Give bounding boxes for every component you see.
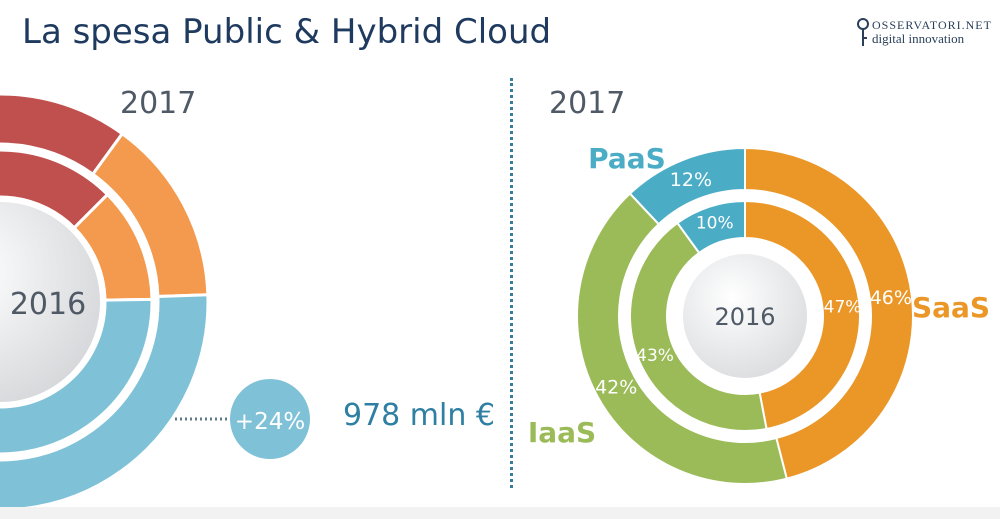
legend-label-iaas: IaaS: [528, 416, 596, 449]
legend-label-saas: SaaS: [912, 291, 990, 324]
right-ring-2017-iaas-value: 42%: [595, 376, 637, 398]
left-outer-blue-segment: [0, 293, 210, 512]
location-pin-icon: [857, 18, 869, 46]
osservatori-logo: OSSERVATORI.NET digital innovation: [856, 18, 991, 54]
right-ring-2017-paas-slice: [628, 146, 746, 226]
logo-text-line2: digital innovation: [872, 31, 965, 46]
right-ring-2016-iaas-slice: [629, 221, 768, 432]
total-spend-value: 978 mln €: [343, 398, 495, 433]
left-inner-blue-segment: [0, 297, 154, 456]
legend-label-paas: PaaS: [588, 142, 666, 175]
logo-text-line1: OSSERVATORI.NET: [872, 18, 992, 32]
right-ring-2017-iaas-slice: [575, 192, 788, 485]
right-ring-2016-paas-slice: [676, 199, 746, 255]
footer-strip: [0, 507, 1000, 519]
right-ring-2016-saas-slice: [744, 199, 861, 431]
right-ring-2016-saas-value: 47%: [824, 298, 862, 318]
right-ring-2017-paas-value: 12%: [670, 169, 712, 191]
right-ring-2017-saas-value: 46%: [870, 287, 912, 309]
right-center-disc: [683, 254, 807, 378]
page-title: La spesa Public & Hybrid Cloud: [22, 12, 552, 52]
panel-divider: [510, 78, 513, 488]
growth-badge: [230, 379, 310, 459]
right-inner-year-label: 2016: [714, 303, 775, 331]
left-inner-year-label: 2016: [10, 287, 86, 322]
left-outer-year-label: 2017: [120, 86, 197, 121]
right-outer-year-label: 2017: [549, 86, 626, 121]
right-ring-chart: 46% 42% 12% 47% 43% 10% 2016 SaaS IaaS PaaS: [528, 142, 990, 485]
right-ring-2016-paas-value: 10%: [696, 214, 734, 234]
growth-badge-label: +24%: [235, 409, 305, 435]
right-ring-2017-saas-slice: [744, 146, 914, 480]
right-ring-2016-iaas-value: 43%: [636, 346, 674, 366]
left-ring-chart: 2016 +24%: [0, 92, 310, 512]
left-center-disc: [0, 202, 100, 402]
